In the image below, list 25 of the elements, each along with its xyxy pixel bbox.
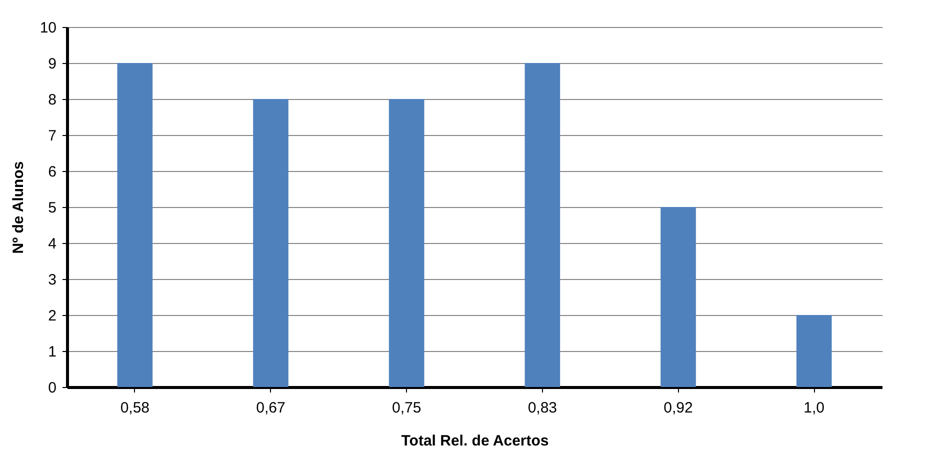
- x-tick-label: 0,75: [392, 400, 422, 416]
- y-tick-label: 6: [48, 164, 56, 180]
- y-tick-label: 10: [40, 20, 56, 36]
- y-tick-label: 2: [48, 308, 56, 324]
- bar: [796, 315, 832, 387]
- x-tick-label: 0,58: [120, 400, 150, 416]
- y-tick-label: 3: [48, 272, 56, 288]
- y-axis-title: Nº de Alunos: [10, 161, 27, 254]
- y-tick-label: 5: [48, 200, 56, 216]
- bar: [253, 99, 288, 387]
- x-axis-title: Total Rel. de Acertos: [401, 432, 549, 450]
- y-tick-label: 1: [48, 344, 56, 360]
- bar: [117, 63, 153, 387]
- y-tick-label: 7: [48, 128, 56, 144]
- bar: [524, 63, 560, 387]
- bar: [388, 99, 424, 387]
- y-tick-label: 4: [48, 236, 56, 252]
- x-tick-label: 1,0: [804, 400, 825, 416]
- y-tick-label: 0: [48, 380, 56, 396]
- x-tick-label: 0,92: [664, 400, 693, 416]
- y-tick-label: 9: [48, 56, 56, 72]
- x-tick-label: 0,83: [528, 400, 558, 416]
- x-tick-label: 0,67: [256, 400, 286, 416]
- y-tick-label: 8: [48, 92, 56, 108]
- bar: [660, 207, 696, 387]
